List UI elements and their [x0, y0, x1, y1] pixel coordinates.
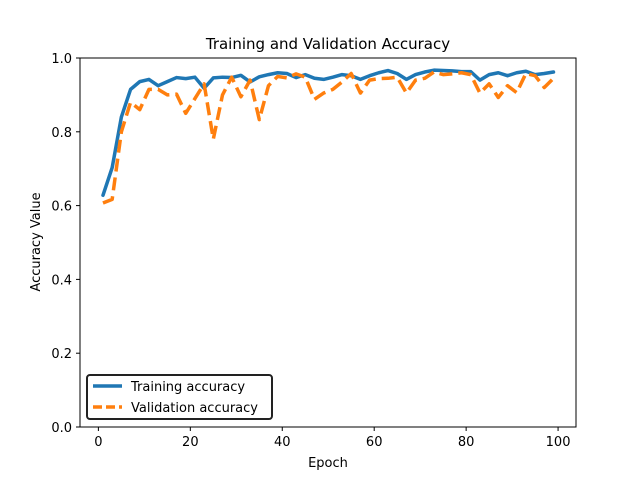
x-tick-label: 60	[366, 435, 383, 450]
legend: Training accuracy Validation accuracy	[86, 374, 273, 420]
y-tick-label: 0.4	[51, 273, 72, 288]
series-line-training-accuracy	[101, 68, 556, 198]
legend-label: Training accuracy	[130, 380, 245, 395]
y-tick-label: 0.6	[51, 200, 72, 215]
y-tick-label: 1.0	[51, 52, 72, 67]
plot-frame	[79, 57, 577, 428]
chart-title: Training and Validation Accuracy	[205, 35, 450, 53]
y-tick-label: 0.0	[51, 421, 72, 436]
x-tick-label: 40	[274, 435, 291, 450]
y-tick-label: 0.2	[51, 347, 72, 362]
x-tick-label: 100	[546, 435, 571, 450]
legend-box	[86, 374, 273, 420]
x-tick-label: 0	[94, 435, 102, 450]
x-tick-label: 20	[182, 435, 199, 450]
series-line-validation-accuracy	[102, 70, 555, 205]
y-axis-label: Accuracy Value	[29, 192, 44, 291]
x-axis-label: Epoch	[308, 456, 348, 471]
x-axis: 0 20 40 60 80 100	[94, 427, 570, 450]
y-axis: 0.0 0.2 0.4 0.6 0.8 1.0	[51, 52, 80, 436]
y-tick-label: 0.8	[51, 126, 72, 141]
plot-area	[101, 68, 556, 205]
legend-label: Validation accuracy	[131, 401, 258, 416]
x-tick-label: 80	[458, 435, 475, 450]
